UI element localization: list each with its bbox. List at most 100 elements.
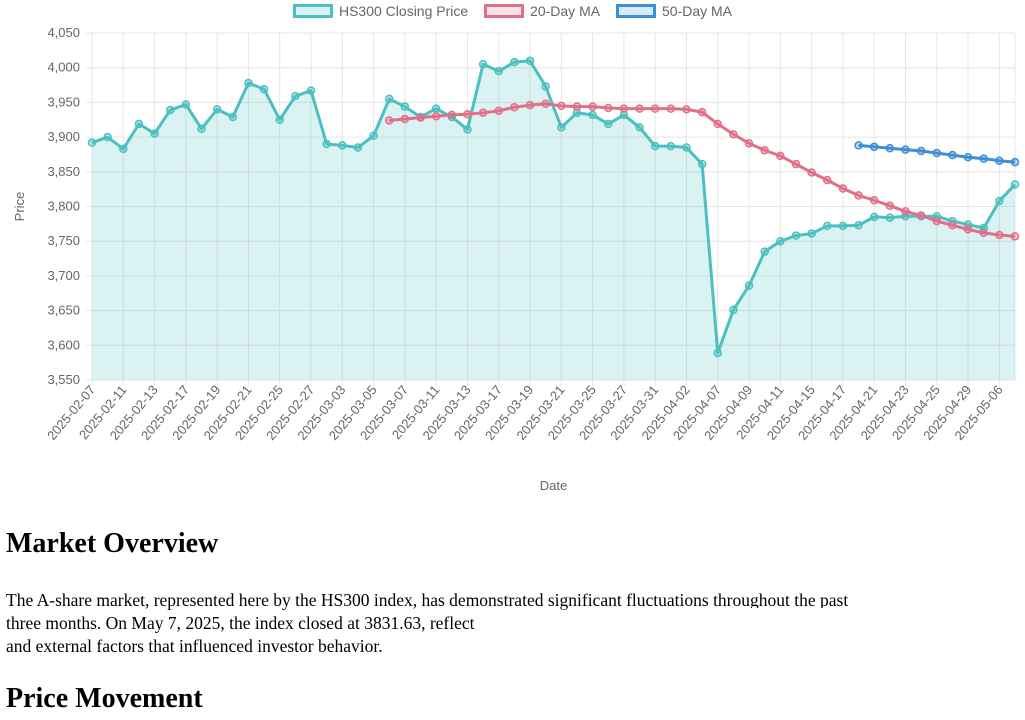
data-point-20day-ma (791, 159, 801, 169)
data-point-20day-ma (400, 114, 410, 124)
data-point-20day-ma (744, 139, 754, 148)
data-point-hs300 (525, 56, 535, 66)
data-point-hs300 (807, 229, 816, 238)
legend-item-hs300[interactable]: HS300 Closing Price (292, 3, 469, 20)
data-point-20day-ma (431, 112, 441, 121)
data-point-50day-ma (932, 148, 942, 158)
series-50day-ma (854, 141, 1020, 167)
data-point-hs300 (995, 196, 1004, 206)
data-point-20day-ma (650, 104, 660, 113)
data-point-20day-ma (604, 103, 613, 113)
data-point-hs300 (228, 112, 238, 122)
data-point-20day-ma (463, 109, 472, 119)
data-point-20day-ma (901, 207, 910, 216)
data-point-50day-ma (963, 152, 973, 162)
legend-item-50day-ma[interactable]: 50-Day MA (615, 3, 732, 20)
data-point-20day-ma (525, 100, 535, 110)
data-point-20day-ma (838, 184, 848, 193)
data-point-hs300 (729, 305, 738, 315)
data-point-50day-ma (948, 150, 957, 160)
data-point-hs300 (588, 110, 597, 120)
data-point-hs300 (197, 124, 206, 134)
data-point-hs300 (557, 123, 566, 132)
data-point-hs300 (306, 86, 316, 95)
price-movement-heading: Price Movement (6, 683, 203, 714)
data-point-hs300 (244, 78, 253, 88)
y-tick-label: 3,900 (47, 129, 80, 144)
data-point-50day-ma (901, 145, 910, 154)
y-tick-label: 3,850 (47, 164, 80, 179)
data-point-hs300 (713, 348, 723, 358)
data-point-hs300 (478, 59, 488, 69)
data-point-hs300 (510, 57, 519, 67)
data-point-hs300 (1010, 180, 1020, 189)
data-point-hs300 (572, 108, 582, 118)
data-point-20day-ma (760, 146, 769, 155)
y-axis-title: Price (12, 192, 27, 222)
y-tick-label: 3,950 (47, 94, 80, 109)
data-point-hs300 (650, 141, 660, 151)
data-point-hs300 (165, 105, 175, 115)
data-point-hs300 (275, 115, 284, 124)
series-20day-ma (384, 99, 1020, 241)
data-point-hs300 (760, 247, 769, 256)
legend-label-20day-ma: 20-Day MA (530, 3, 601, 20)
data-point-20day-ma (541, 99, 550, 109)
data-point-hs300 (384, 94, 394, 104)
data-point-20day-ma (572, 102, 582, 111)
hs300-area-fill (92, 60, 1015, 380)
data-point-50day-ma (854, 141, 863, 150)
tooltip-fade-overlay (560, 608, 1020, 654)
data-point-hs300 (604, 119, 613, 129)
data-point-hs300 (87, 138, 97, 147)
data-point-hs300 (666, 141, 676, 151)
data-point-50day-ma (869, 142, 879, 152)
y-tick-label: 3,700 (47, 268, 80, 283)
data-point-20day-ma (854, 191, 863, 200)
data-point-50day-ma (1010, 157, 1020, 167)
data-point-hs300 (400, 102, 410, 111)
data-point-20day-ma (494, 106, 503, 115)
data-point-hs300 (369, 131, 378, 140)
legend-item-20day-ma[interactable]: 20-Day MA (484, 3, 600, 19)
data-point-20day-ma (416, 113, 425, 122)
data-point-50day-ma (916, 146, 926, 156)
data-point-20day-ma (729, 130, 738, 139)
data-point-hs300 (869, 212, 879, 222)
data-point-hs300 (838, 221, 848, 231)
data-point-hs300 (212, 105, 222, 114)
data-point-hs300 (103, 132, 112, 142)
series-line-20day-ma (389, 102, 1016, 238)
data-point-20day-ma (932, 216, 942, 226)
legend-swatch-50day-ma (615, 4, 656, 19)
market-overview-paragraph: The A-share market, represented here by … (6, 589, 1016, 658)
data-point-hs300 (134, 119, 144, 129)
data-point-hs300 (431, 104, 441, 113)
data-point-20day-ma (963, 225, 973, 234)
series-line-50day-ma (858, 143, 1016, 164)
data-point-20day-ma (948, 220, 957, 230)
chart-area: HS300 Closing Price 20-Day MA 50-Day MA … (12, 3, 1020, 493)
data-point-20day-ma (979, 228, 988, 238)
data-point-hs300 (682, 143, 691, 152)
legend-swatch-hs300 (292, 4, 333, 19)
legend-label-hs300: HS300 Closing Price (338, 3, 469, 20)
data-point-hs300 (791, 231, 801, 240)
data-point-20day-ma (1010, 232, 1020, 241)
y-tick-label: 3,800 (47, 199, 80, 214)
data-point-20day-ma (885, 201, 895, 211)
data-point-20day-ma (588, 102, 597, 111)
data-point-20day-ma (682, 105, 691, 114)
legend-label-50day-ma: 50-Day MA (661, 3, 732, 20)
data-point-hs300 (635, 123, 644, 132)
data-point-hs300 (291, 91, 300, 101)
data-point-hs300 (338, 141, 347, 150)
data-point-50day-ma (885, 143, 895, 153)
data-point-hs300 (619, 110, 629, 120)
data-point-20day-ma (447, 110, 457, 120)
data-point-hs300 (697, 159, 707, 169)
y-tick-label: 4,050 (47, 25, 80, 40)
data-point-hs300 (854, 220, 863, 230)
data-point-20day-ma (697, 107, 707, 117)
overview-line-1: The A-share market, represented here by … (6, 590, 849, 610)
